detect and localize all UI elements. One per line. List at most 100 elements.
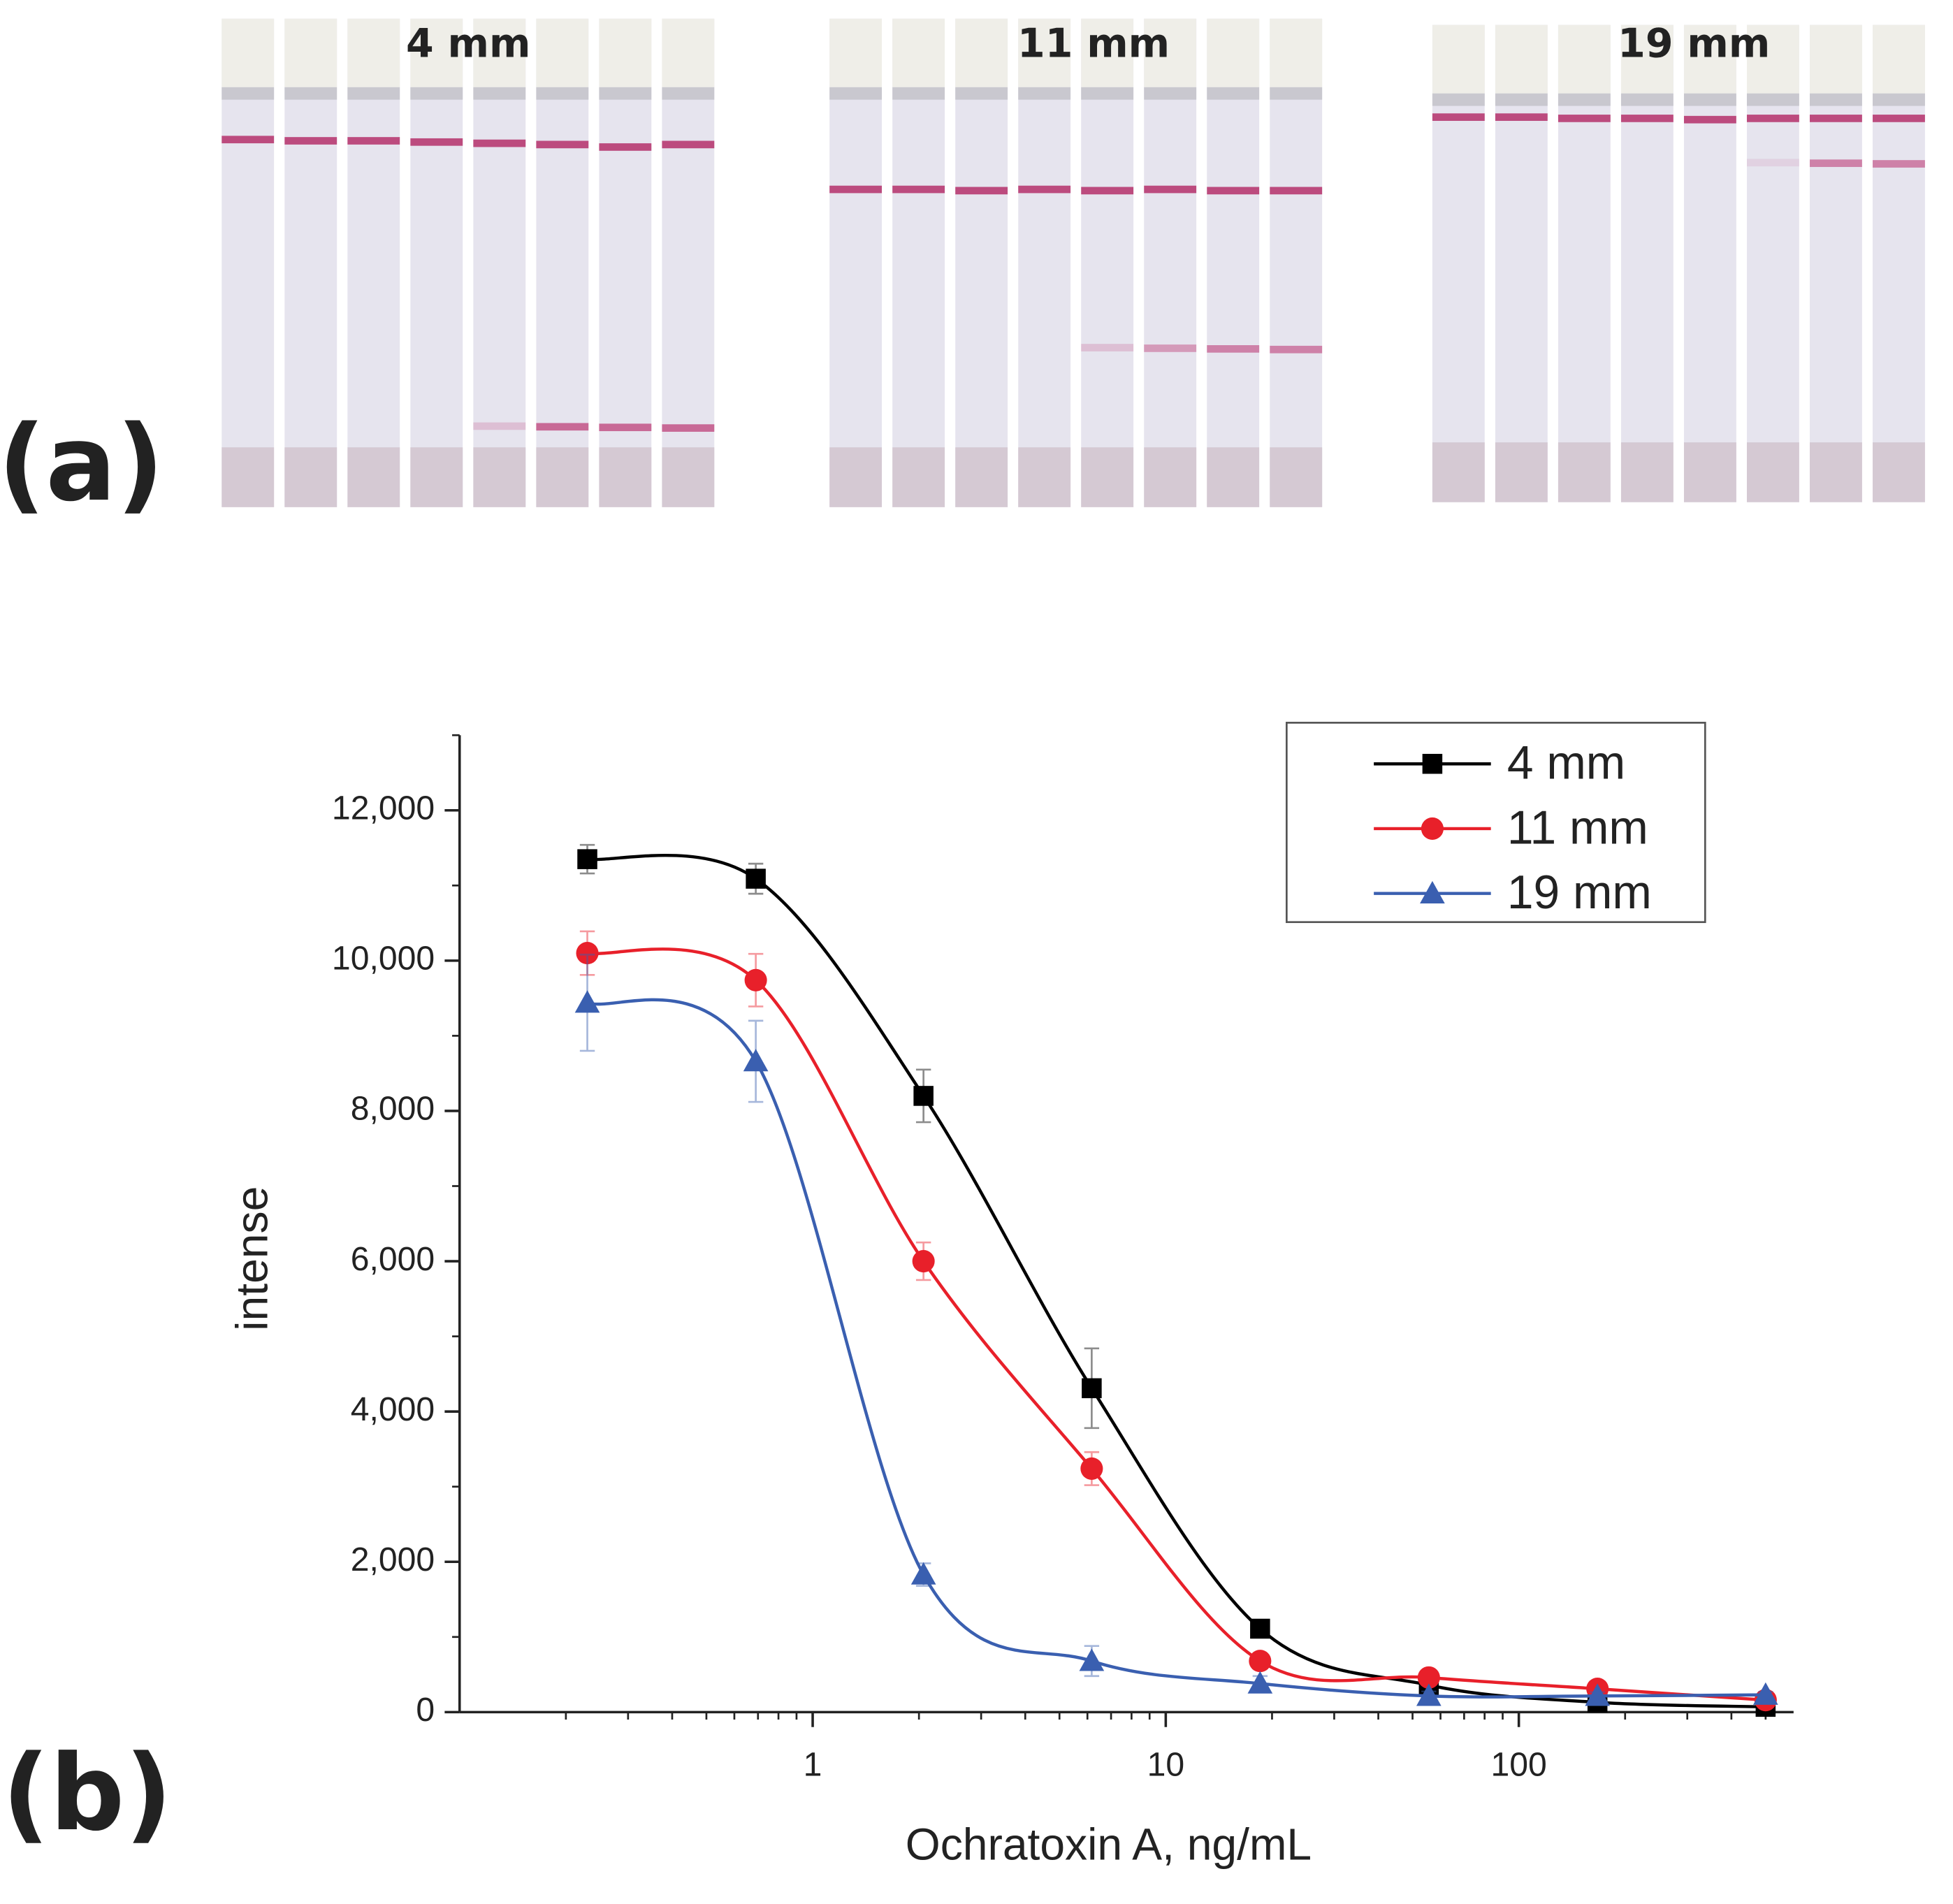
sample-pad: [599, 447, 652, 507]
marker: [744, 968, 767, 991]
strip-cap: [1620, 24, 1674, 94]
x-tick-label: 1: [804, 1746, 822, 1784]
strip-edge: [1270, 87, 1323, 100]
strip-edge: [1081, 87, 1134, 100]
strip: [1018, 18, 1071, 507]
test-line: [536, 423, 589, 431]
control-line: [955, 187, 1008, 195]
legend-box: [1286, 722, 1706, 924]
strip: [1270, 18, 1323, 507]
test-line: [1207, 344, 1260, 353]
marker: [912, 1250, 935, 1273]
panel-label: (a): [0, 403, 164, 525]
y-tick-label: 8,000: [351, 1090, 435, 1128]
y-tick-label: 10,000: [332, 940, 435, 978]
control-line: [284, 137, 337, 145]
strip-cap: [662, 18, 715, 87]
strip: [955, 18, 1008, 507]
sample-pad: [473, 447, 526, 507]
x-axis-label: Ochratoxin A, ng/mL: [906, 1819, 1312, 1870]
control-line: [1873, 115, 1925, 122]
sample-pad: [1432, 442, 1485, 502]
legend-label: 19 mm: [1507, 866, 1652, 919]
marker: [1249, 1650, 1272, 1673]
legend-marker: [1422, 753, 1443, 774]
x-tick-label: 100: [1491, 1746, 1547, 1784]
test-line: [1810, 159, 1862, 167]
control-line: [1558, 115, 1611, 122]
strip-cap: [410, 18, 463, 87]
strip-edge: [1495, 93, 1548, 106]
strip-label: 19 mm: [1618, 21, 1770, 67]
legend-label: 4 mm: [1507, 737, 1625, 790]
control-line: [892, 185, 945, 194]
strip-cap: [1495, 24, 1548, 94]
sample-pad: [1620, 442, 1674, 502]
sample-pad: [1746, 442, 1799, 502]
strip-cap: [1873, 24, 1925, 94]
marker: [574, 990, 600, 1013]
test-line: [599, 423, 652, 432]
strip-edge: [1432, 93, 1485, 106]
marker: [576, 942, 599, 965]
control-line: [536, 140, 589, 149]
control-line: [1081, 187, 1134, 195]
sample-pad: [1018, 447, 1071, 507]
sample-pad: [892, 447, 945, 507]
strip-cap: [892, 18, 945, 87]
x-tick-label: 10: [1147, 1746, 1185, 1784]
strip-edge: [955, 87, 1008, 100]
marker: [1247, 1671, 1273, 1694]
marker: [1417, 1666, 1440, 1689]
test-line: [1081, 344, 1134, 351]
legend-marker: [1420, 880, 1445, 903]
control-line: [1432, 113, 1485, 121]
control-line: [1270, 187, 1323, 195]
strip: [1207, 18, 1260, 507]
legend-label: 11 mm: [1507, 801, 1648, 854]
strip-cap: [473, 18, 526, 87]
strip-edge: [284, 87, 337, 100]
control-line: [1207, 187, 1260, 195]
y-tick-label: 2,000: [351, 1541, 435, 1578]
control-line: [1018, 185, 1071, 194]
strip: [222, 18, 275, 507]
strip: [410, 18, 463, 507]
strip-edge: [1144, 87, 1197, 100]
strip-edge: [1810, 93, 1862, 106]
marker: [1416, 1683, 1442, 1706]
strip-label: 11 mm: [1017, 21, 1170, 67]
strip-cap: [1018, 18, 1071, 87]
strip-edge: [222, 87, 275, 100]
sample-pad: [536, 447, 589, 507]
control-line: [1683, 115, 1736, 124]
strip-edge: [1873, 93, 1925, 106]
control-line: [1746, 115, 1799, 122]
test-line: [1144, 344, 1197, 352]
strip-cap: [1081, 18, 1134, 87]
strip-cap: [1270, 18, 1323, 87]
sample-pad: [1558, 442, 1611, 502]
control-line: [222, 136, 275, 144]
marker: [743, 1049, 769, 1072]
marker: [746, 869, 766, 889]
strip-cap: [347, 18, 400, 87]
sample-pad: [955, 447, 1008, 507]
control-line: [1620, 115, 1674, 122]
y-tick-label: 12,000: [332, 789, 435, 827]
test-line: [662, 424, 715, 432]
panel-label: (b): [2, 1733, 173, 1854]
sample-pad: [1873, 442, 1925, 502]
strip: [829, 18, 883, 507]
sample-pad: [1495, 442, 1548, 502]
control-line: [347, 137, 400, 145]
strip-edge: [1018, 87, 1071, 100]
strip: [473, 18, 526, 507]
sample-pad: [829, 447, 883, 507]
legend-marker: [1421, 817, 1444, 840]
y-tick-label: 6,000: [351, 1240, 435, 1278]
fit-curve: [587, 853, 1766, 1709]
marker: [910, 1562, 936, 1585]
test-line: [1270, 345, 1323, 354]
